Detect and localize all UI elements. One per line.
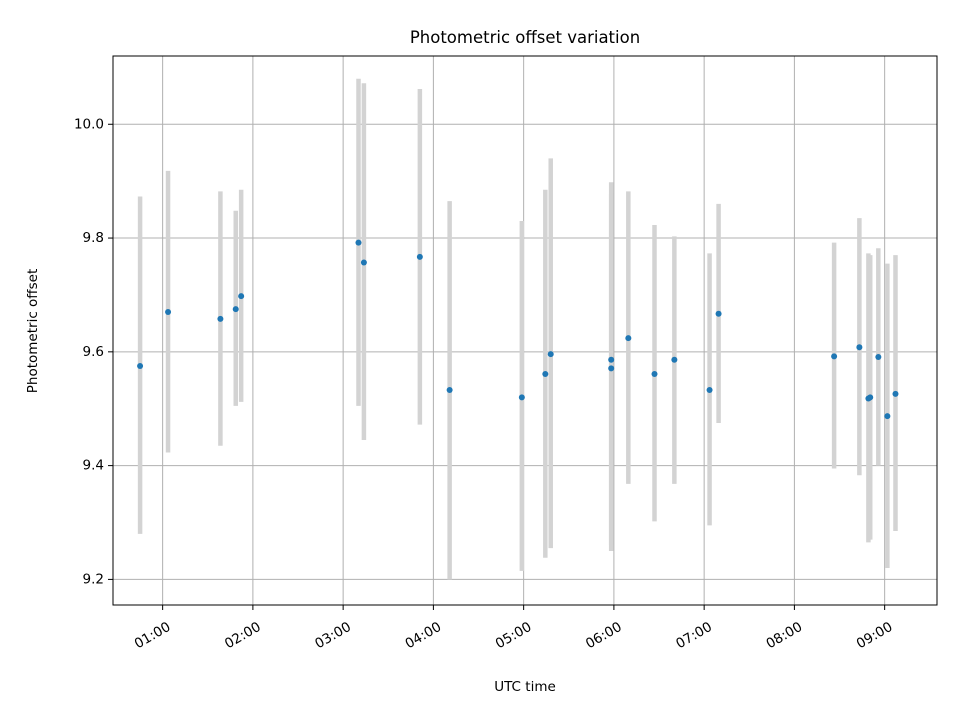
data-point <box>715 310 722 317</box>
data-point <box>867 394 874 401</box>
data-points <box>137 239 899 420</box>
y-axis: 9.2 9.4 9.6 9.8 10.0 <box>74 116 113 587</box>
chart-title: Photometric offset variation <box>410 28 640 47</box>
data-point <box>518 394 525 401</box>
y-tick-label: 9.4 <box>83 458 104 474</box>
data-point <box>232 306 239 313</box>
data-point <box>875 353 882 360</box>
data-point <box>355 239 362 246</box>
data-point <box>137 363 144 370</box>
data-point <box>360 259 367 266</box>
data-point <box>671 356 678 363</box>
data-point <box>856 344 863 351</box>
plot-frame <box>112 55 938 606</box>
data-point <box>165 309 172 316</box>
data-point <box>831 353 838 360</box>
y-tick-label: 9.2 <box>83 571 104 587</box>
data-point <box>706 386 713 393</box>
data-point <box>217 315 224 322</box>
y-axis-label: Photometric offset <box>25 269 41 393</box>
y-tick-label: 9.6 <box>83 344 104 360</box>
data-point <box>625 335 632 342</box>
data-point <box>416 253 423 260</box>
data-point <box>547 351 554 358</box>
data-point <box>542 371 549 378</box>
data-point <box>238 293 245 300</box>
x-axis-label: UTC time <box>494 679 556 695</box>
data-point <box>608 356 615 363</box>
data-point <box>884 413 891 420</box>
data-point <box>446 386 453 393</box>
data-point <box>892 390 899 397</box>
data-point <box>608 365 615 372</box>
y-tick-label: 9.8 <box>83 230 104 246</box>
data-point <box>651 371 658 378</box>
y-tick-label: 10.0 <box>74 116 104 132</box>
